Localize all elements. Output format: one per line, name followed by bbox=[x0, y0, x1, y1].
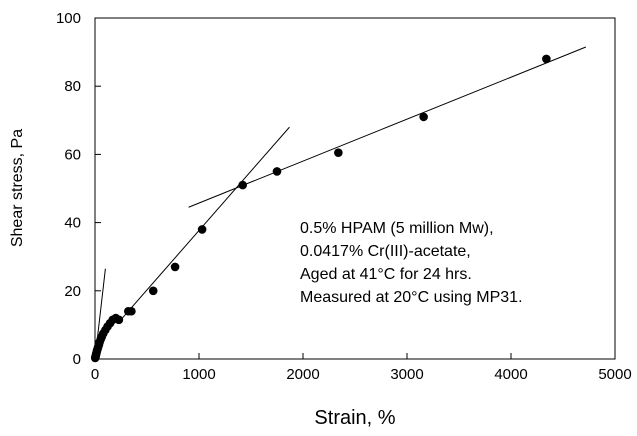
y-tick-label: 40 bbox=[64, 215, 81, 232]
y-tick-label: 20 bbox=[64, 283, 81, 300]
data-point bbox=[127, 306, 136, 316]
y-tick-label: 60 bbox=[64, 146, 81, 163]
annotation-line-1: 0.5% HPAM (5 million Mw), bbox=[300, 220, 494, 237]
x-tick-label: 0 bbox=[91, 366, 99, 383]
annotation-line-4: Measured at 20°C using MP31. bbox=[300, 289, 523, 306]
data-point bbox=[238, 180, 247, 190]
trend-line bbox=[117, 126, 290, 324]
x-tick-label: 2000 bbox=[286, 366, 319, 383]
data-point bbox=[170, 262, 180, 272]
plot-area bbox=[94, 17, 616, 360]
annotation-line-3: Aged at 41°C for 24 hrs. bbox=[300, 266, 472, 283]
x-axis-title: Strain, % bbox=[314, 407, 395, 429]
y-tick-label: 0 bbox=[73, 351, 81, 368]
annotation-text-block: 0.5% HPAM (5 million Mw), 0.0417% Cr(III… bbox=[300, 220, 523, 306]
x-tick-label: 3000 bbox=[390, 366, 423, 383]
y-axis-ticks: 0 20 40 60 80 100 bbox=[56, 10, 101, 368]
x-tick-label: 1000 bbox=[182, 366, 215, 383]
data-point bbox=[272, 167, 282, 176]
data-point bbox=[148, 286, 158, 296]
data-point bbox=[334, 148, 343, 157]
y-tick-label: 100 bbox=[56, 10, 81, 27]
annotation-line-2: 0.0417% Cr(III)-acetate, bbox=[300, 243, 471, 260]
trend-line bbox=[188, 46, 587, 208]
y-axis-title: Shear stress, Pa bbox=[9, 129, 26, 247]
data-point bbox=[114, 315, 124, 325]
data-point bbox=[197, 225, 207, 234]
data-point bbox=[542, 54, 551, 64]
y-tick-label: 80 bbox=[64, 78, 81, 95]
x-tick-label: 5000 bbox=[598, 366, 631, 383]
x-tick-label: 4000 bbox=[494, 366, 527, 383]
x-axis-ticks: 0 1000 2000 3000 4000 5000 bbox=[91, 353, 632, 383]
data-points bbox=[90, 54, 551, 363]
data-point bbox=[419, 112, 428, 122]
